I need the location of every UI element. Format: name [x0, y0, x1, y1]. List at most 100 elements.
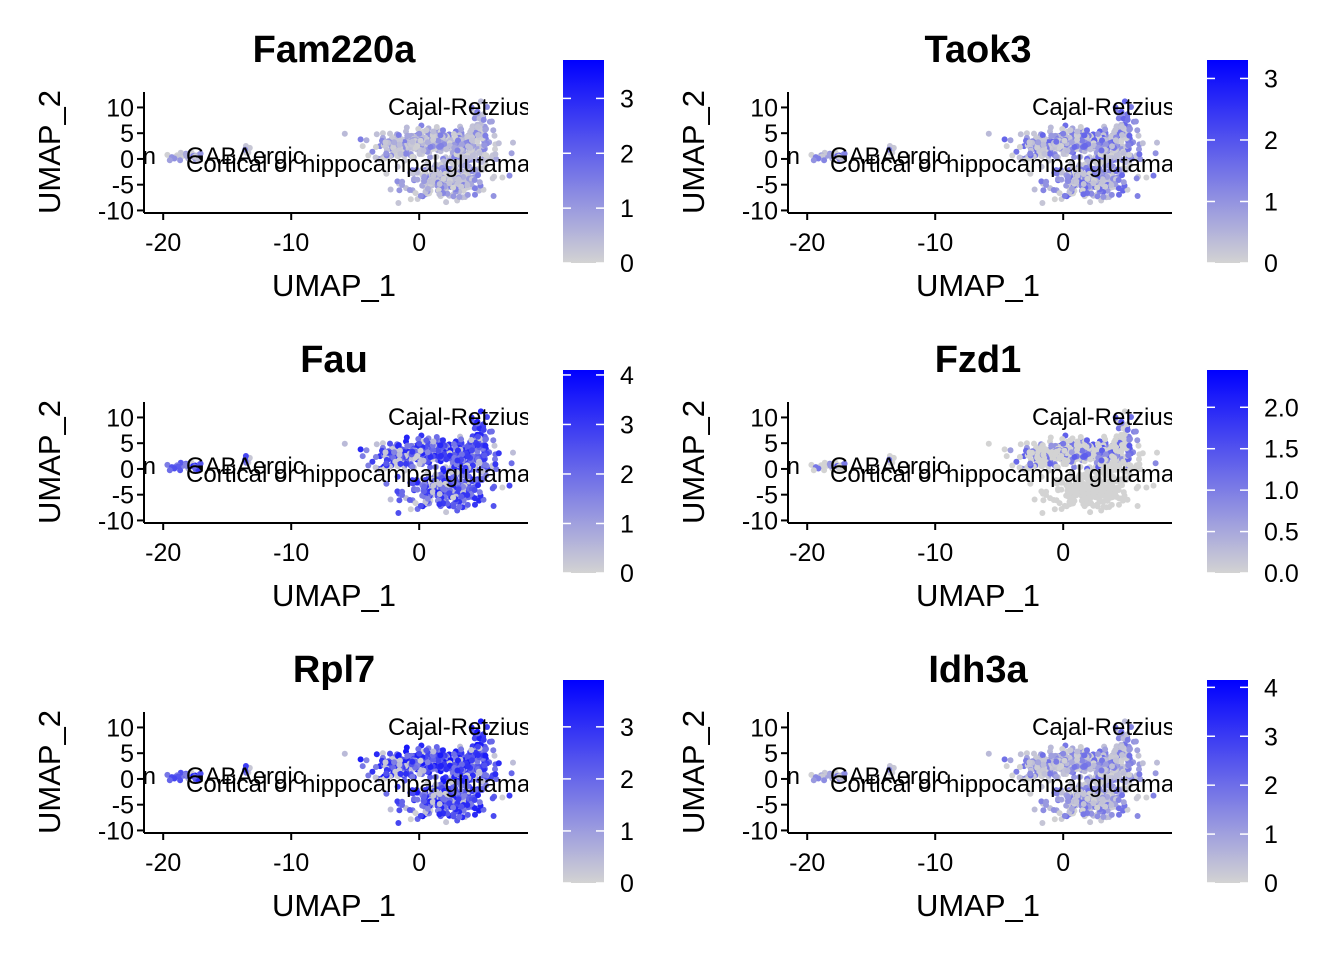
cell-point [835, 463, 842, 470]
cell-point [1152, 460, 1159, 467]
cell-point [1071, 154, 1078, 161]
cell-point [433, 434, 440, 440]
cell-point [488, 118, 495, 125]
cell-point [491, 132, 498, 139]
cell-point [489, 485, 496, 492]
cell-point [1001, 446, 1008, 453]
cell-point [1060, 750, 1067, 757]
cell-point [1124, 426, 1131, 433]
cell-point [432, 464, 439, 470]
cell-point [492, 461, 499, 468]
cell-point [1040, 187, 1047, 194]
cell-point [1016, 454, 1023, 460]
cell-point [469, 462, 476, 469]
cell-point [363, 447, 370, 454]
cell-point [1074, 438, 1081, 445]
cell-point [450, 813, 457, 820]
cell-point [1118, 108, 1125, 115]
cell-point [1045, 467, 1052, 474]
cell-point [1047, 124, 1054, 131]
cell-point [1087, 146, 1094, 153]
cell-point [480, 496, 487, 503]
cluster-label-cajal: Cajal-Retzius [388, 404, 531, 431]
cell-point [458, 803, 465, 810]
cell-point [1125, 452, 1132, 459]
cell-points [808, 408, 1160, 523]
cell-point [1108, 811, 1115, 818]
cell-point [421, 178, 428, 185]
y-tick-label: 0 [120, 146, 134, 174]
cell-point [1003, 763, 1010, 770]
cell-point [1121, 408, 1128, 415]
cell-point [1124, 806, 1131, 813]
cell-point [1113, 168, 1120, 175]
cell-point [416, 440, 423, 447]
cell-point [476, 179, 483, 186]
cell-point [359, 763, 366, 770]
x-tick-label: -20 [145, 229, 181, 257]
cluster-label-cajal: Cajal-Retzius [1032, 94, 1175, 121]
cell-point [469, 478, 476, 485]
cell-point [471, 487, 478, 493]
cell-point [483, 472, 490, 479]
cell-point [1058, 789, 1064, 796]
cell-point [1102, 493, 1109, 500]
cell-point [1013, 458, 1020, 465]
cell-point [1128, 414, 1134, 420]
cell-point [414, 479, 420, 486]
cell-point [1106, 774, 1113, 781]
cell-point [1134, 437, 1141, 444]
cell-point [1134, 503, 1141, 509]
cell-point [379, 130, 386, 137]
cell-point [1087, 509, 1094, 516]
cell-point [469, 152, 476, 159]
cell-point [1046, 150, 1053, 157]
cell-point [383, 790, 390, 797]
cell-point [1139, 760, 1146, 767]
cell-point [1133, 485, 1140, 492]
cell-point [1092, 158, 1099, 165]
cell-point [481, 452, 488, 459]
cell-point [394, 473, 401, 480]
cell-point [1094, 788, 1101, 795]
cell-point [1001, 136, 1008, 143]
cell-point [416, 750, 423, 757]
cell-point [1123, 778, 1130, 785]
cell-point [454, 457, 461, 464]
colorbar-tick-label: 3 [620, 411, 634, 439]
cell-point [1121, 718, 1128, 725]
cell-point [471, 177, 478, 183]
cell-point [1068, 780, 1075, 787]
cell-point [421, 173, 428, 180]
cell-point [1048, 132, 1055, 139]
cell-point [477, 408, 484, 415]
cell-point [403, 434, 410, 441]
cell-point [396, 141, 403, 148]
cluster-label-gabaergic: GABAergic [830, 143, 949, 170]
cluster-label-glutamatergic: Cortical or hippocampal glutamatergic [186, 461, 589, 488]
cell-point [1064, 767, 1071, 774]
cell-point [383, 770, 390, 777]
cell-point [1065, 488, 1072, 495]
cell-point [424, 139, 431, 146]
cell-point [406, 187, 413, 193]
cell-point [468, 747, 475, 753]
cell-point [1056, 810, 1063, 817]
cell-point [420, 457, 427, 464]
cell-point [1124, 186, 1131, 193]
cell-point [450, 478, 457, 485]
cell-point [436, 491, 443, 497]
colorbar-tick-label: 1 [1264, 188, 1278, 216]
cell-point [1152, 150, 1159, 157]
cell-points [164, 718, 516, 833]
cell-point [406, 807, 413, 813]
cell-point [191, 463, 198, 470]
cell-point [409, 790, 416, 797]
cell-point [1058, 486, 1065, 493]
cell-point [468, 757, 475, 764]
cell-point [395, 200, 402, 206]
colorbar [563, 680, 604, 883]
cell-point [1060, 130, 1067, 137]
